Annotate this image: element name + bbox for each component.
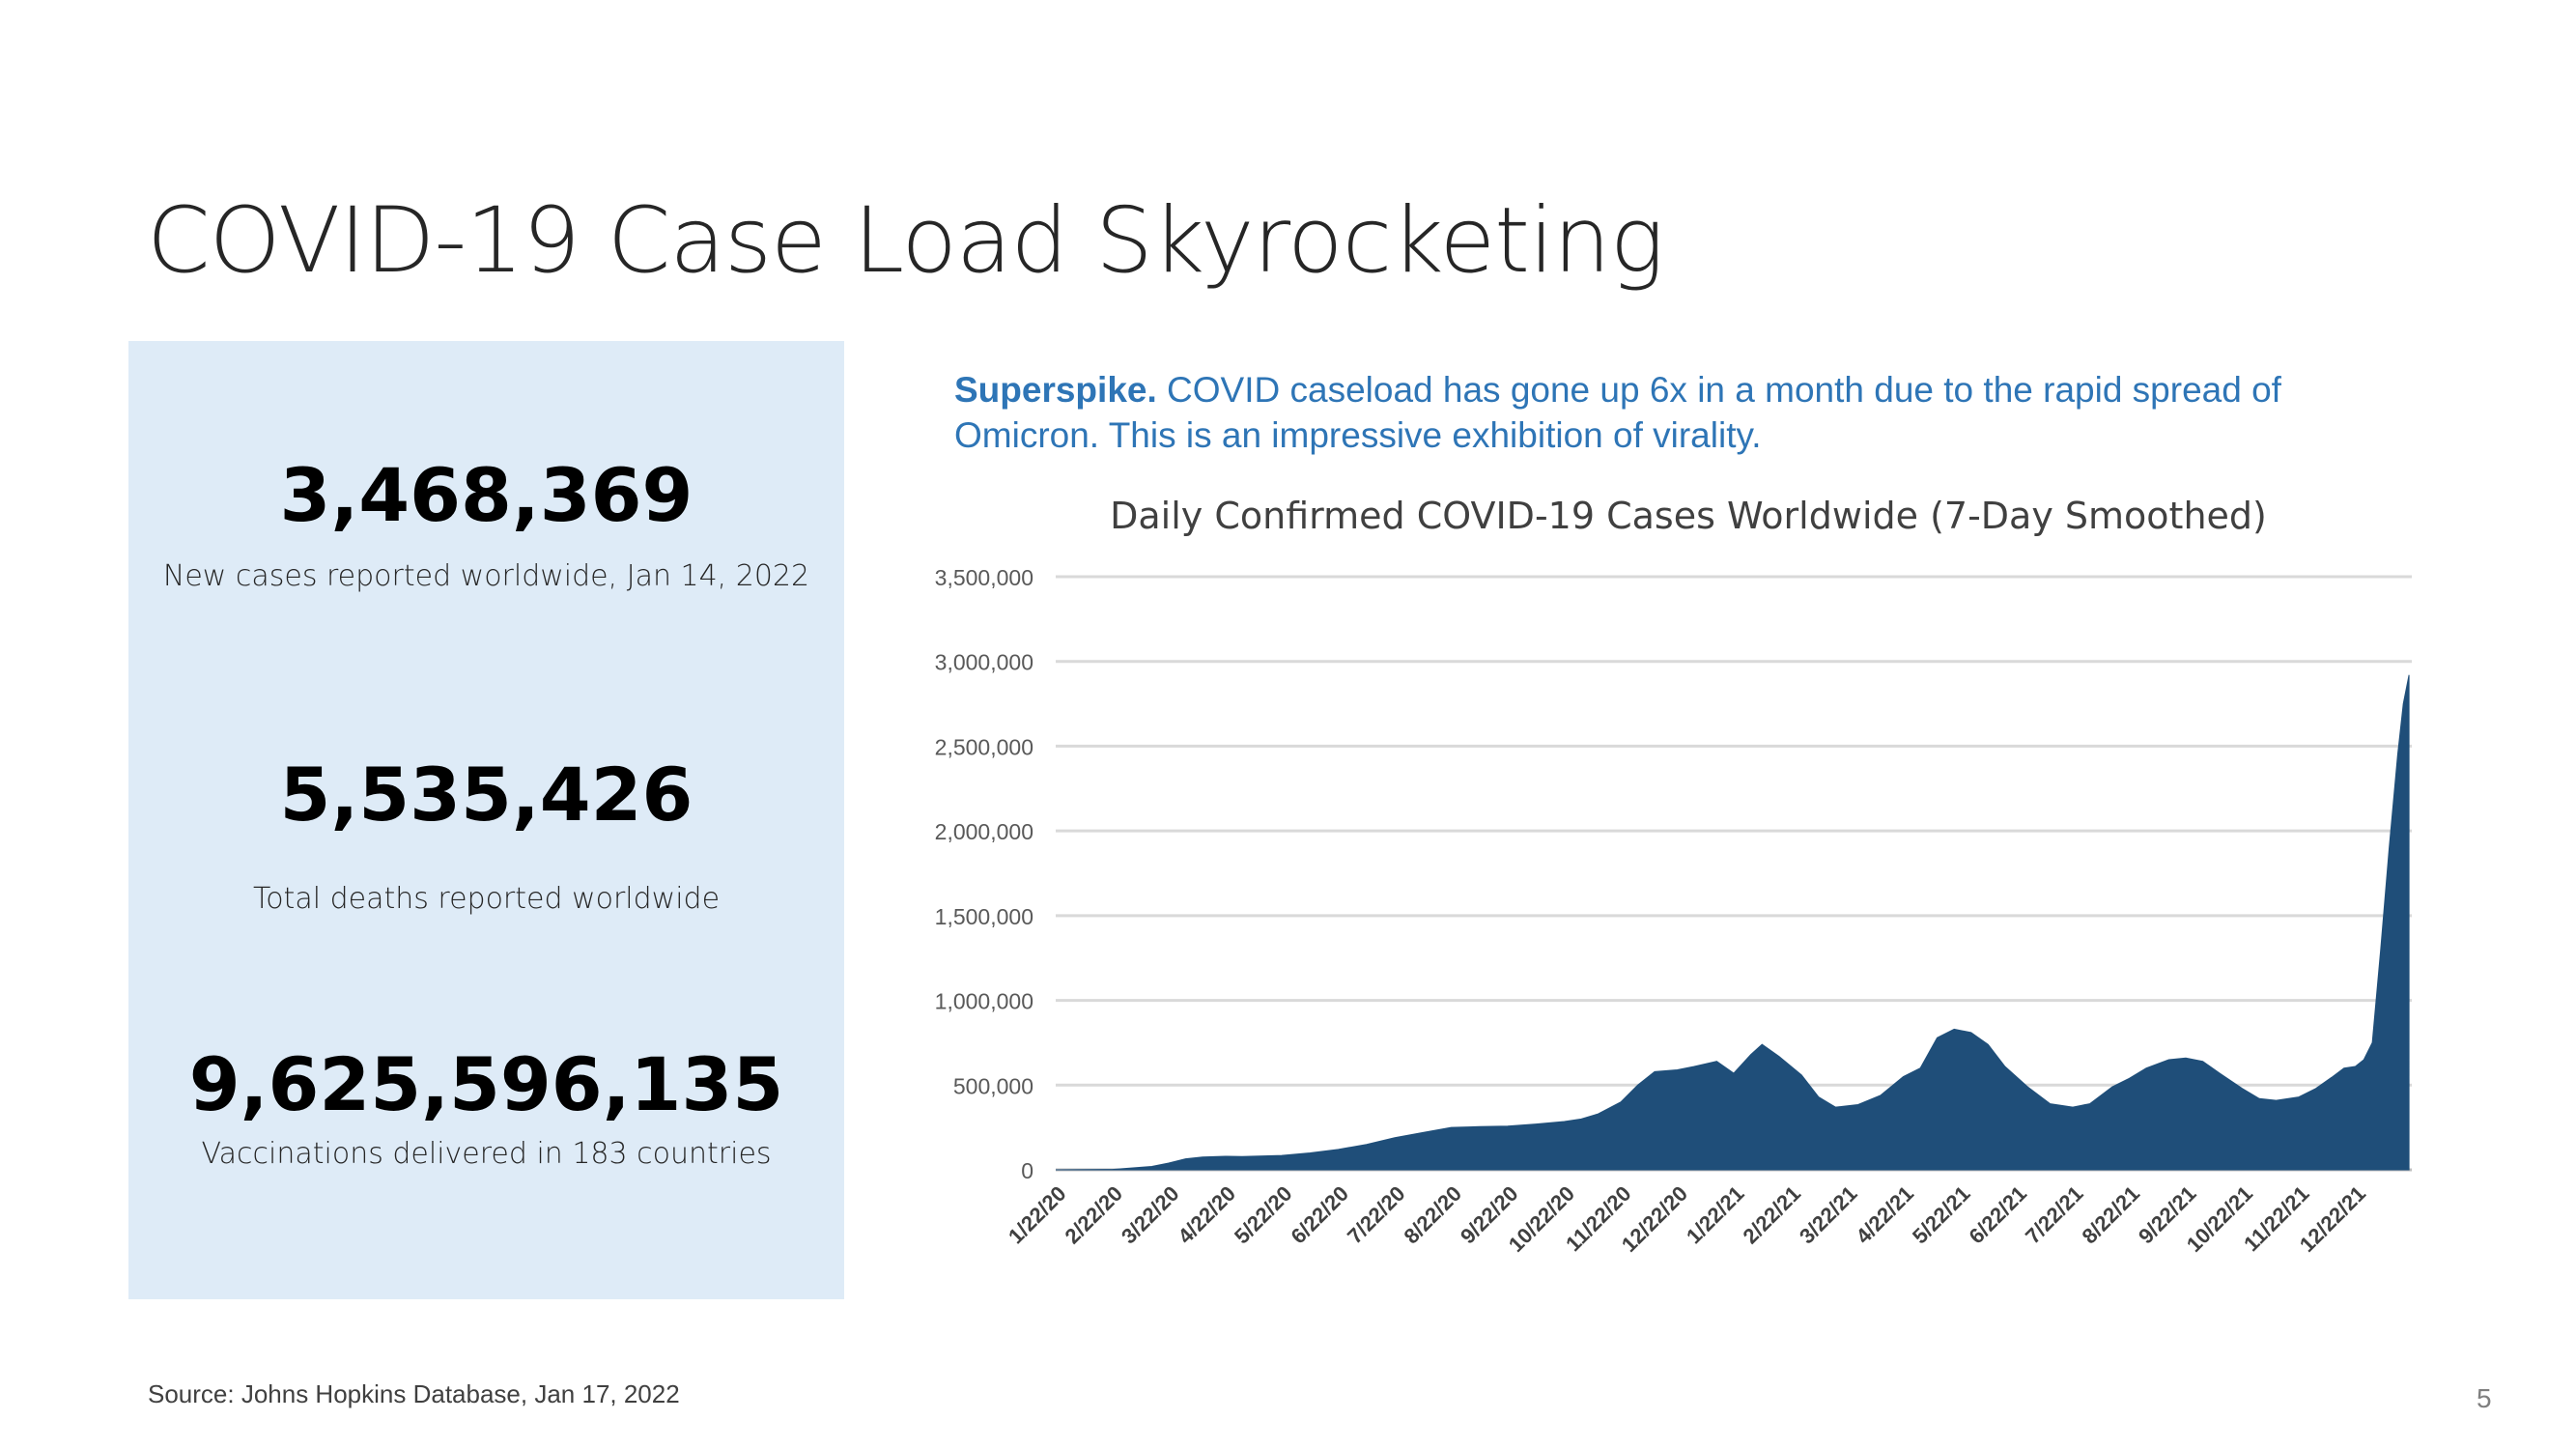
x-tick-label-0: 1/22/20 bbox=[1004, 1181, 1071, 1249]
page-number: 5 bbox=[2477, 1383, 2492, 1413]
y-tick-label-7: 3,500,000 bbox=[935, 565, 1033, 590]
x-tick-label-4: 5/22/20 bbox=[1230, 1181, 1297, 1249]
x-tick-label-17: 6/22/21 bbox=[1964, 1181, 2031, 1249]
x-tick-label-15: 4/22/21 bbox=[1851, 1181, 1918, 1249]
y-tick-label-5: 2,500,000 bbox=[935, 734, 1033, 759]
stat-new-cases-value: 3,468,369 bbox=[279, 452, 694, 538]
x-tick-label-14: 3/22/21 bbox=[1795, 1181, 1862, 1249]
stat-total-deaths: 5,535,426 Total deaths reported worldwid… bbox=[128, 754, 844, 916]
chart-title: Daily Confirmed COVID-19 Cases Worldwide… bbox=[1110, 495, 2267, 537]
y-tick-label-2: 1,000,000 bbox=[935, 989, 1033, 1014]
x-tick-label-7: 8/22/20 bbox=[1399, 1181, 1466, 1249]
x-tick-label-12: 1/22/21 bbox=[1682, 1181, 1749, 1249]
x-tick-label-16: 5/22/21 bbox=[1908, 1181, 1975, 1249]
callout-body: COVID caseload has gone up 6x in a month… bbox=[954, 370, 2281, 455]
y-tick-label-1: 500,000 bbox=[953, 1073, 1033, 1098]
stat-vaccinations-label: Vaccinations delivered in 183 countries bbox=[201, 1136, 772, 1171]
y-tick-label-6: 3,000,000 bbox=[935, 650, 1033, 675]
area-series-0 bbox=[1055, 674, 2410, 1171]
stats-panel: 3,468,369 New cases reported worldwide, … bbox=[128, 341, 844, 1299]
stat-new-cases: 3,468,369 New cases reported worldwide, … bbox=[128, 455, 844, 593]
stat-total-deaths-label: Total deaths reported worldwide bbox=[252, 881, 721, 916]
x-tick-label-13: 2/22/21 bbox=[1738, 1181, 1805, 1249]
x-tick-label-5: 6/22/20 bbox=[1286, 1181, 1353, 1249]
stat-new-cases-label: New cases reported worldwide, Jan 14, 20… bbox=[162, 558, 810, 593]
y-tick-label-3: 1,500,000 bbox=[935, 904, 1033, 929]
x-tick-label-18: 7/22/21 bbox=[2021, 1181, 2088, 1249]
x-tick-label-3: 4/22/20 bbox=[1173, 1181, 1240, 1249]
stat-vaccinations-value: 9,625,596,135 bbox=[188, 1041, 784, 1127]
x-tick-label-1: 2/22/20 bbox=[1060, 1181, 1127, 1249]
stat-total-deaths-value: 5,535,426 bbox=[279, 752, 694, 838]
slide-title: COVID-19 Case Load Skyrocketing bbox=[147, 188, 1664, 294]
x-tick-label-6: 7/22/20 bbox=[1343, 1181, 1410, 1249]
callout-lead: Superspike. bbox=[954, 370, 1157, 410]
callout-text: Superspike. COVID caseload has gone up 6… bbox=[954, 367, 2364, 458]
stat-vaccinations: 9,625,596,135 Vaccinations delivered in … bbox=[128, 1044, 844, 1171]
y-tick-label-0: 0 bbox=[1021, 1158, 1033, 1183]
y-tick-label-4: 2,000,000 bbox=[935, 819, 1033, 844]
x-tick-label-19: 8/22/21 bbox=[2077, 1181, 2144, 1249]
source-note: Source: Johns Hopkins Database, Jan 17, … bbox=[148, 1379, 680, 1408]
x-tick-label-2: 3/22/20 bbox=[1117, 1181, 1184, 1249]
area-chart: 0 500,000 1,000,000 1,500,000 2,000,000 2,500… bbox=[935, 565, 2412, 1257]
